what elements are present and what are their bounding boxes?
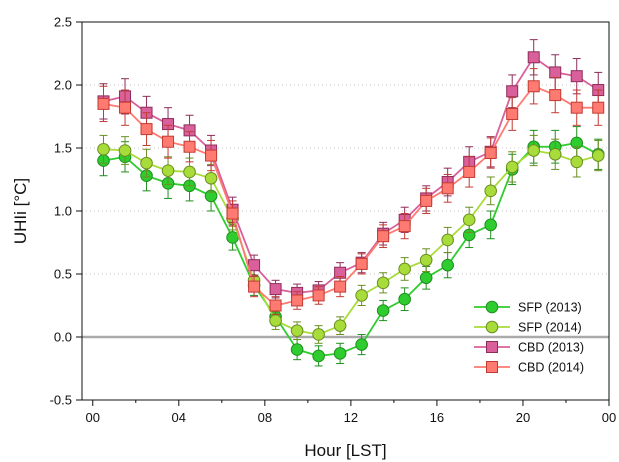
data-point — [441, 182, 454, 195]
data-point — [527, 51, 540, 64]
data-point — [97, 142, 110, 156]
data-point — [549, 66, 562, 79]
y-tick-label: 0.0 — [54, 330, 72, 345]
legend-label: CBD (2013) — [518, 341, 584, 355]
data-point — [248, 259, 261, 272]
data-point — [140, 156, 153, 170]
data-point — [398, 292, 411, 306]
data-point — [441, 258, 454, 272]
data-point — [527, 80, 540, 93]
data-point — [226, 207, 239, 220]
data-point — [183, 140, 196, 153]
data-point — [291, 294, 304, 307]
legend-label: CBD (2014) — [518, 361, 584, 375]
y-tick-label: -0.5 — [50, 393, 72, 408]
data-point — [355, 257, 368, 270]
data-point — [290, 324, 304, 338]
x-tick-label: 00 — [602, 410, 616, 425]
x-tick-label: 08 — [258, 410, 272, 425]
legend-marker — [485, 300, 499, 314]
data-point — [463, 165, 476, 178]
data-point — [312, 289, 325, 302]
data-point — [484, 184, 497, 198]
data-point — [312, 328, 325, 341]
y-tick-label: 0.5 — [54, 267, 72, 282]
data-point — [355, 289, 368, 302]
x-tick-label: 20 — [516, 410, 530, 425]
legend-marker — [486, 341, 498, 353]
data-point — [204, 171, 218, 185]
data-point — [505, 160, 519, 174]
series-3 — [97, 68, 605, 315]
data-point — [398, 220, 411, 233]
data-point — [161, 164, 175, 177]
data-point — [506, 85, 519, 98]
legend-marker — [486, 361, 498, 373]
data-point — [162, 135, 175, 148]
data-point — [484, 218, 497, 232]
data-point — [269, 314, 282, 327]
data-point — [333, 347, 347, 360]
data-point — [333, 319, 347, 332]
data-point — [226, 231, 239, 244]
x-tick-label: 04 — [172, 410, 186, 425]
data-point — [592, 101, 605, 114]
data-point — [420, 194, 433, 207]
y-axis-title: UHIi [°C] — [11, 178, 30, 244]
data-point — [119, 101, 132, 114]
data-point — [570, 155, 584, 169]
data-point — [118, 144, 132, 157]
x-tick-label: 16 — [430, 410, 444, 425]
data-point — [290, 343, 304, 356]
data-point — [97, 97, 110, 110]
x-tick-label: 12 — [344, 410, 358, 425]
y-tick-label: 2.5 — [54, 15, 72, 30]
data-point — [269, 299, 282, 312]
x-axis-title: Hour [LST] — [304, 441, 386, 460]
legend: SFP (2013) SFP (2014) CBD (2013) CBD (2014) — [474, 301, 584, 375]
legend-marker — [485, 320, 499, 334]
series-layer — [97, 39, 605, 367]
data-point — [183, 165, 196, 179]
data-point — [527, 144, 541, 157]
legend-label: SFP (2014) — [518, 321, 582, 335]
y-tick-label: 1.5 — [54, 141, 72, 156]
data-point — [570, 70, 583, 83]
legend-label: SFP (2013) — [518, 301, 582, 315]
data-point — [591, 149, 605, 162]
y-tick-label: 2.0 — [54, 78, 72, 93]
y-tick-label: 1.0 — [54, 204, 72, 219]
data-point — [441, 233, 454, 247]
data-point — [484, 147, 497, 160]
data-point — [462, 213, 476, 227]
data-point — [376, 276, 390, 290]
x-tick-label: 00 — [86, 410, 100, 425]
data-point — [548, 148, 562, 161]
axes: -0.5 0.0 0.5 1.0 1.5 2.0 2.5 00 04 08 12 16 20 00 — [50, 15, 617, 426]
data-point — [334, 280, 347, 293]
data-point — [376, 304, 390, 317]
data-point — [419, 253, 433, 267]
data-point — [312, 349, 325, 363]
data-point — [205, 149, 218, 162]
data-point — [269, 283, 282, 296]
data-point — [355, 338, 368, 351]
data-point — [419, 271, 433, 285]
data-point — [248, 280, 261, 293]
data-point — [506, 107, 519, 120]
data-point — [570, 101, 583, 114]
data-point — [398, 262, 411, 276]
data-point — [140, 123, 153, 136]
data-point — [549, 89, 562, 102]
data-point — [377, 230, 390, 243]
